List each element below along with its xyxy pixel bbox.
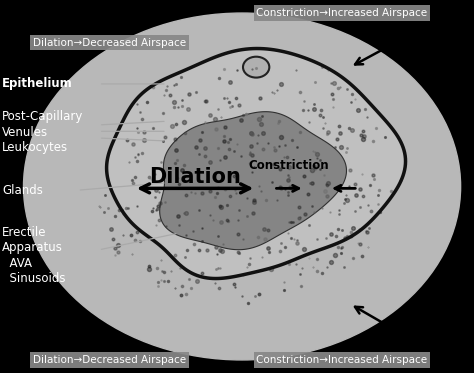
Text: Erectile
Apparatus
  AVA
  Sinusoids: Erectile Apparatus AVA Sinusoids: [2, 226, 66, 285]
Text: Glands: Glands: [2, 184, 43, 197]
Text: Dilation: Dilation: [149, 167, 241, 187]
Text: Post-Capillary
Venules
Leukocytes: Post-Capillary Venules Leukocytes: [2, 110, 84, 154]
Text: Dilation→Decreased Airspace: Dilation→Decreased Airspace: [33, 38, 186, 48]
PathPatch shape: [160, 112, 346, 250]
Circle shape: [24, 13, 461, 360]
Text: Constriction→Increased Airspace: Constriction→Increased Airspace: [256, 355, 427, 365]
Text: Constriction→Increased Airspace: Constriction→Increased Airspace: [256, 8, 427, 18]
Text: Constriction: Constriction: [249, 160, 329, 172]
Text: Epithelium: Epithelium: [2, 78, 73, 90]
PathPatch shape: [108, 50, 404, 278]
Text: Dilation→Decreased Airspace: Dilation→Decreased Airspace: [33, 355, 186, 365]
Circle shape: [243, 57, 269, 78]
